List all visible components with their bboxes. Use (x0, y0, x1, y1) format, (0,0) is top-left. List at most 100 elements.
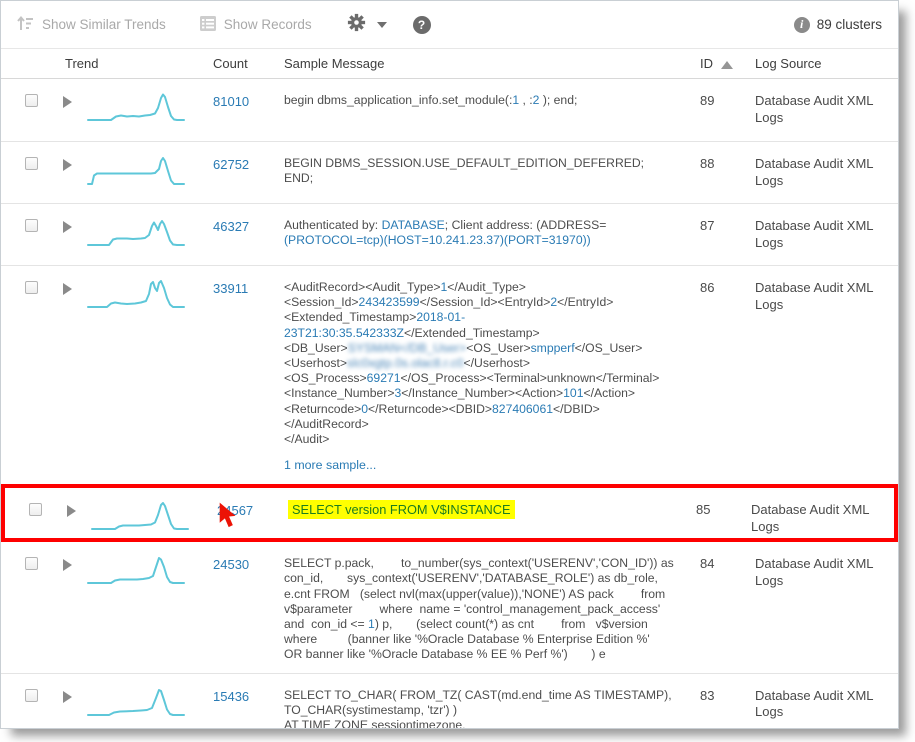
info-icon[interactable] (793, 16, 810, 33)
sample-message: BEGIN DBMS_SESSION.USE_DEFAULT_EDITION_D… (284, 156, 685, 186)
expand-row-icon[interactable] (63, 559, 72, 572)
expand-row-icon[interactable] (63, 690, 72, 703)
row-log-source: Database Audit XML Logs (755, 156, 874, 188)
table-body: 81010 begin dbms_application_info.set_mo… (1, 79, 898, 729)
expand-row-icon[interactable] (63, 283, 72, 295)
row-log-source: Database Audit XML Logs (755, 556, 874, 588)
row-checkbox[interactable] (25, 94, 38, 107)
column-header-id-label: ID (700, 56, 713, 71)
message-text: </Instance_Number><Action> (401, 386, 564, 401)
message-text: </Userhost> <OS_Process> (284, 356, 530, 386)
message-value: (PROTOCOL=tcp)(HOST=10.241.23.37)(PORT=3… (284, 233, 591, 248)
message-text: , : (519, 93, 533, 107)
redacted-text: slc0xgtp.0s.olac8.r.c0 (347, 356, 464, 371)
message-value: 3 (394, 386, 402, 401)
row-id: 86 (700, 280, 715, 295)
message-text: </DBID> </AuditRecord> </Audit> (284, 401, 600, 447)
more-samples-link[interactable]: 1 more sample... (284, 458, 377, 473)
message-value: 2018-01-23T21:30:35.542333Z (284, 310, 466, 340)
message-value: 243423599 (358, 295, 420, 310)
count-link[interactable]: 46327 (213, 219, 250, 234)
sort-ascending-icon (721, 60, 733, 69)
count-link[interactable]: 81010 (213, 94, 250, 109)
clusters-count: 89 clusters (793, 16, 882, 33)
count-link[interactable]: 33911 (213, 281, 249, 296)
table-row: 46327 Authenticated by: DATABASE; Client… (1, 203, 898, 265)
trend-sparkline (87, 488, 201, 538)
count-link[interactable]: 24567 (217, 503, 254, 519)
trend-sparkline (83, 674, 197, 728)
message-text: ; Client address: (ADDRESS= (444, 218, 607, 232)
row-checkbox[interactable] (25, 281, 38, 294)
clusters-count-label: 89 clusters (816, 17, 882, 32)
show-similar-trends-button[interactable]: Show Similar Trends (17, 15, 166, 34)
sample-message: <AuditRecord><Audit_Type>1</Audit_Type> … (284, 280, 685, 447)
row-id: 85 (696, 502, 711, 518)
message-text: ) p, (select count(*) as cnt from v$vers… (284, 617, 650, 662)
row-checkbox[interactable] (25, 219, 38, 232)
settings-gear-icon[interactable] (346, 12, 367, 38)
expand-row-icon[interactable] (63, 96, 72, 108)
row-checkbox[interactable] (25, 157, 38, 170)
row-checkbox[interactable] (29, 503, 42, 517)
table-row: 24530 SELECT p.pack, to_number(sys_conte… (1, 542, 898, 672)
message-text: </OS_Process><Terminal>unknown</Terminal… (284, 371, 660, 401)
log-clusters-panel: Show Similar Trends Show Records (0, 0, 899, 729)
row-checkbox[interactable] (25, 557, 38, 571)
count-link[interactable]: 62752 (213, 157, 250, 172)
message-text: SELECT p.pack, to_number(sys_context('US… (284, 556, 674, 632)
row-log-source: Database Audit XML Logs (751, 502, 870, 534)
highlighted-text: SELECT version FROM V$INSTANCE (288, 500, 515, 520)
row-log-source: Database Audit XML Logs (755, 218, 874, 250)
message-text: </OS_User> <Userhost> (284, 340, 643, 371)
sample-message: SELECT p.pack, to_number(sys_context('US… (284, 556, 685, 662)
records-list-icon (199, 15, 216, 34)
sample-message: begin dbms_application_info.set_module(:… (284, 93, 685, 108)
show-similar-trends-label: Show Similar Trends (42, 17, 166, 32)
expand-row-icon[interactable] (63, 221, 72, 233)
sort-trends-icon (17, 15, 34, 34)
message-value: DATABASE (381, 218, 445, 232)
row-checkbox[interactable] (25, 688, 38, 702)
column-header-count: Count (213, 56, 248, 71)
message-text: begin dbms_application_info.set_module(: (284, 93, 513, 107)
column-header-log-source: Log Source (755, 56, 822, 71)
row-log-source: Database Audit XML Logs (755, 280, 874, 312)
message-value: 2 (532, 93, 540, 107)
settings-dropdown-caret-icon[interactable] (376, 21, 387, 28)
table-header: Trend Count Sample Message ID Log Source (1, 49, 898, 79)
show-records-button[interactable]: Show Records (199, 15, 312, 34)
message-value: 1 (512, 93, 520, 107)
message-text: </Extended_Timestamp> <DB_User> (284, 325, 540, 355)
trend-sparkline (83, 79, 197, 141)
message-value: 69271 (366, 371, 401, 386)
sample-message: SELECT version FROM V$INSTANCE (288, 500, 681, 520)
count-link[interactable]: 24530 (213, 557, 250, 573)
expand-row-icon[interactable] (67, 505, 76, 518)
message-value: 0 (361, 401, 369, 416)
message-value: 1 (368, 617, 375, 632)
row-log-source: Database Audit XML Logs (755, 687, 874, 720)
message-value: 101 (563, 386, 584, 401)
message-text: <AuditRecord><Audit_Type> (284, 280, 441, 294)
row-id: 89 (700, 93, 715, 108)
row-id: 84 (700, 556, 715, 572)
count-link[interactable]: 15436 (213, 688, 250, 704)
message-value: smpperf (530, 340, 575, 355)
trend-sparkline (83, 142, 197, 203)
trend-sparkline (83, 542, 197, 672)
message-text: </Returncode><DBID> (368, 401, 493, 416)
trend-sparkline (83, 204, 197, 265)
message-text: </EntryId> <Extended_Timestamp> (284, 295, 614, 325)
message-text: <OS_User> (466, 340, 531, 355)
message-text: SELECT TO_CHAR( FROM_TZ( CAST(md.end_tim… (284, 687, 672, 729)
expand-row-icon[interactable] (63, 159, 72, 171)
column-header-id-sort[interactable]: ID (695, 49, 750, 78)
help-icon[interactable] (412, 15, 431, 34)
row-id: 87 (700, 218, 715, 233)
table-row: 62752 BEGIN DBMS_SESSION.USE_DEFAULT_EDI… (1, 141, 898, 203)
redacted-text: SYSMAN</DB_User> (347, 340, 467, 355)
column-header-sample-message: Sample Message (284, 56, 385, 71)
sample-message: SELECT TO_CHAR( FROM_TZ( CAST(md.end_tim… (284, 687, 685, 729)
table-row: 33911 <AuditRecord><Audit_Type>1</Audit_… (1, 265, 898, 484)
